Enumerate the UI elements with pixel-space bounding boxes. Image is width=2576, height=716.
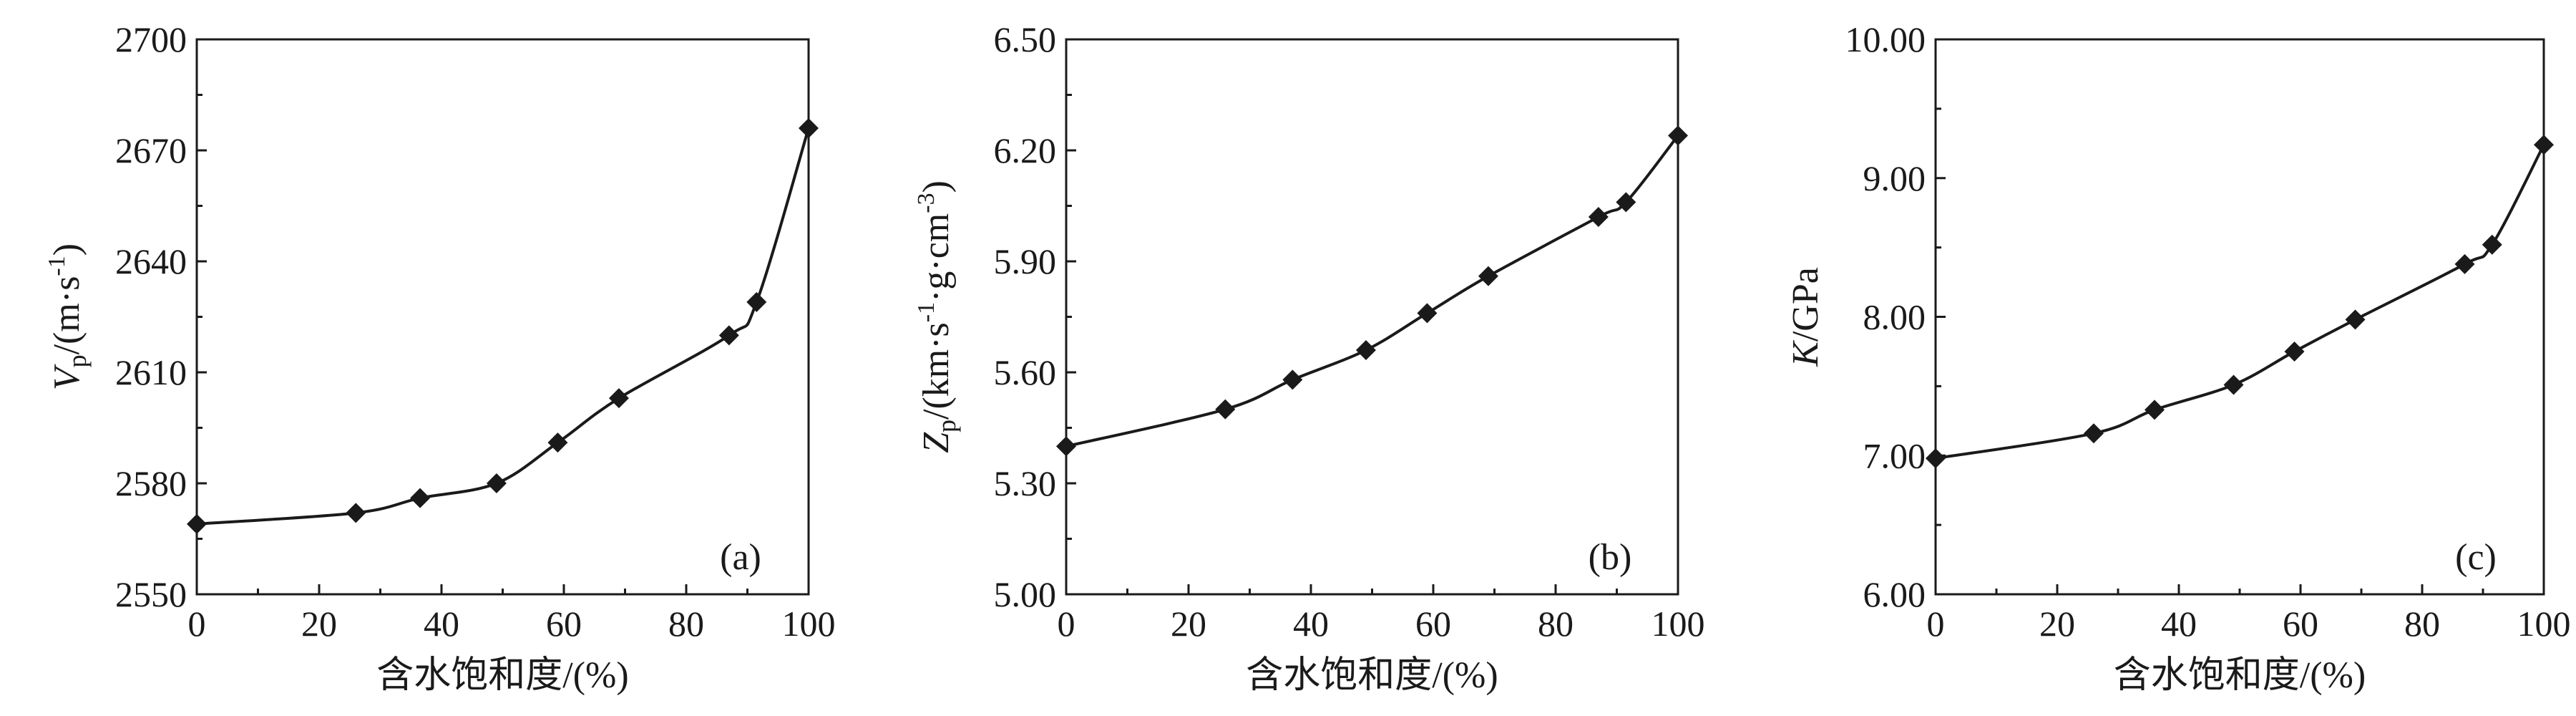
x-tick-label: 40	[1293, 604, 1329, 644]
panel-label: (b)	[1589, 537, 1632, 578]
x-tick-label: 20	[2039, 604, 2075, 644]
data-point	[410, 488, 431, 508]
panel-label: (a)	[720, 537, 761, 578]
chart-panel-1: 0 20 40 60 80 100 2550 2580 2610 2640 2670 2700 含水饱和…	[44, 19, 836, 696]
y-tick-label: 2550	[115, 574, 187, 614]
y-axis-subscript: p	[63, 354, 92, 367]
y-tick-label: 9.00	[1863, 158, 1926, 198]
y-axis-title: K/GPa	[1785, 267, 1826, 367]
y-axis-title: Zp/(km·s-1·g·cm-3)	[913, 180, 961, 453]
data-point	[2534, 135, 2554, 155]
x-tick-label: 60	[1415, 604, 1451, 644]
y-axis-unit-superscript: -1	[913, 302, 940, 322]
x-axis-title: 含水饱和度/(%)	[1246, 655, 1498, 696]
data-point	[1215, 399, 1236, 420]
data-point	[547, 432, 568, 453]
data-point	[1616, 192, 1636, 213]
data-point	[2223, 374, 2244, 395]
y-tick-label: 5.60	[994, 352, 1057, 392]
x-tick-label: 80	[1538, 604, 1574, 644]
y-axis-unit-superscript: -3	[913, 193, 940, 213]
y-tick-label: 2700	[115, 19, 187, 59]
y-axis-unit-part: ·g·cm	[916, 213, 957, 302]
x-axis-title: 含水饱和度/(%)	[376, 655, 628, 696]
data-point	[2482, 234, 2502, 255]
x-tick-label: 20	[1171, 604, 1206, 644]
x-tick-label: 100	[782, 604, 836, 644]
y-tick-label: 8.00	[1863, 297, 1926, 337]
y-tick-label: 2580	[115, 463, 187, 503]
y-tick-label: 6.00	[1863, 574, 1926, 614]
x-tick-label: 80	[668, 604, 704, 644]
data-point	[799, 118, 819, 138]
data-point	[746, 291, 767, 312]
y-tick-label: 7.00	[1863, 435, 1926, 475]
x-tick-label: 80	[2404, 604, 2440, 644]
y-axis-unit: /(km·s	[916, 322, 957, 420]
data-point	[608, 388, 629, 409]
y-axis-unit-superscript: -1	[44, 256, 70, 276]
x-axis-title: 含水饱和度/(%)	[2114, 655, 2366, 696]
plot-frame	[1065, 38, 1679, 596]
x-tick-label: 0	[188, 604, 206, 644]
data-point	[1355, 340, 1376, 360]
data-point	[1926, 448, 1946, 469]
data-point	[2084, 423, 2104, 444]
data-point	[1588, 207, 1609, 227]
y-tick-label: 10.00	[1845, 19, 1926, 59]
y-tick-label: 2640	[115, 241, 187, 281]
panel-label: (c)	[2455, 537, 2497, 578]
data-point	[1282, 369, 1303, 390]
y-axis-unit-close: )	[916, 180, 957, 193]
data-point	[1417, 303, 1438, 324]
y-tick-label: 6.20	[994, 130, 1057, 170]
data-point	[1478, 266, 1498, 286]
x-tick-label: 100	[2517, 604, 2571, 644]
chart-panel-3: 0 20 40 60 80 100 6.00 7.00 8.00 9.00 10.00 含水饱和度/(…	[1785, 19, 2571, 696]
y-tick-label: 5.90	[994, 241, 1057, 281]
x-tick-label: 40	[2161, 604, 2197, 644]
data-point	[2145, 400, 2165, 420]
data-point	[2454, 253, 2475, 274]
series-line	[196, 127, 810, 526]
x-tick-label: 100	[1652, 604, 1705, 644]
data-point	[187, 513, 207, 534]
y-axis-variable: K	[1785, 340, 1826, 367]
plot-frame	[195, 38, 810, 596]
data-point	[486, 473, 507, 493]
y-axis-unit: /(m·s	[47, 276, 87, 355]
data-point	[2345, 309, 2366, 330]
plot-frame	[1934, 38, 2545, 596]
y-tick-label: 2670	[115, 130, 187, 170]
x-tick-label: 60	[546, 604, 582, 644]
y-axis-variable: Z	[916, 432, 957, 453]
y-axis-subscript: p	[932, 420, 961, 432]
series-line	[1065, 135, 1679, 448]
x-tick-label: 0	[1058, 604, 1075, 644]
y-tick-label: 2610	[115, 352, 187, 392]
y-tick-label: 6.50	[994, 19, 1057, 59]
data-point	[2284, 341, 2305, 362]
data-point	[1668, 125, 1688, 146]
x-tick-label: 40	[424, 604, 459, 644]
data-point	[346, 503, 366, 523]
y-axis-variable: V	[47, 364, 87, 390]
data-point	[1056, 436, 1076, 457]
data-point	[718, 325, 739, 346]
y-tick-label: 5.30	[994, 463, 1057, 503]
y-axis-title: Vp/(m·s-1)	[44, 243, 92, 390]
y-tick-label: 5.00	[994, 574, 1057, 614]
y-axis-unit: /GPa	[1785, 267, 1826, 342]
x-tick-label: 60	[2283, 604, 2318, 644]
x-tick-label: 20	[301, 604, 337, 644]
chart-panel-2: 0 20 40 60 80 100 5.00 5.30 5.60 5.90 6.20 6.50 含水饱和…	[913, 19, 1705, 696]
y-axis-unit-close: )	[47, 243, 87, 256]
x-tick-label: 0	[1927, 604, 1945, 644]
series-line	[1935, 144, 2545, 460]
